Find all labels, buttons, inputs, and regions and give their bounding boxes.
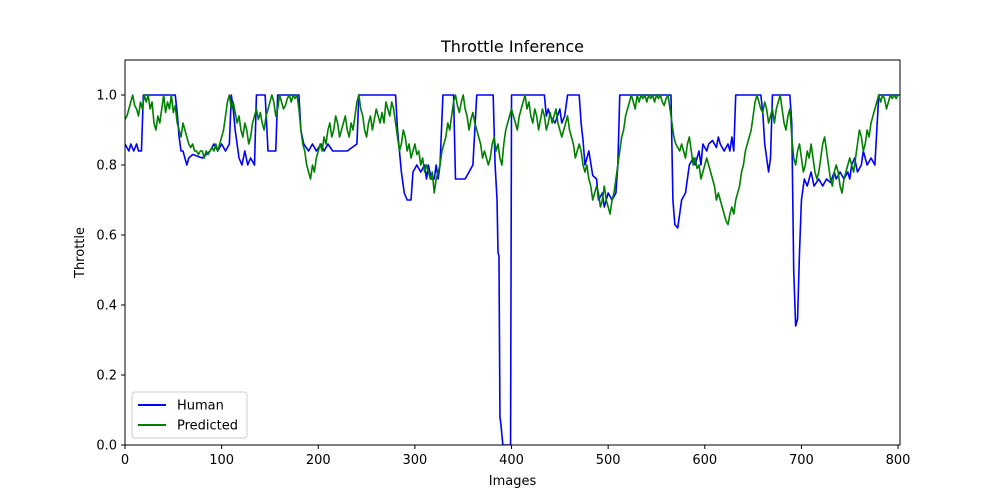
legend-label-predicted: Predicted xyxy=(177,419,238,434)
x-tick-label: 600 xyxy=(692,453,717,468)
series-line-human xyxy=(125,94,900,445)
plot-area xyxy=(124,59,901,446)
y-tick-label: 0.2 xyxy=(96,369,117,384)
x-tick-label: 0 xyxy=(121,453,129,468)
x-tick-label: 400 xyxy=(499,453,524,468)
y-tick-label: 0.4 xyxy=(96,299,117,314)
x-tick-label: 300 xyxy=(402,453,427,468)
x-axis-label: Images xyxy=(489,474,537,489)
axes-frame xyxy=(124,59,901,446)
y-tick-label: 0.6 xyxy=(96,229,117,244)
y-tick-label: 1.0 xyxy=(96,89,117,104)
legend-box xyxy=(131,391,248,439)
y-axis: 0.0 0.2 0.4 0.6 0.8 1.0 xyxy=(96,89,125,454)
chart-title: Throttle Inference xyxy=(440,37,584,56)
x-tick-label: 800 xyxy=(886,453,911,468)
legend-label-human: Human xyxy=(177,399,224,414)
series-line-predicted xyxy=(125,94,900,226)
y-tick-label: 0.8 xyxy=(96,159,117,174)
y-axis-label: Throttle xyxy=(73,227,88,279)
x-tick-label: 500 xyxy=(596,453,621,468)
series-layer xyxy=(125,94,900,445)
legend: Human Predicted xyxy=(131,391,248,439)
y-tick-label: 0.0 xyxy=(96,439,117,454)
x-tick-label: 200 xyxy=(306,453,331,468)
x-tick-label: 700 xyxy=(789,453,814,468)
x-tick-label: 100 xyxy=(209,453,234,468)
x-axis: 0 100 200 300 400 500 600 700 800 xyxy=(121,445,911,468)
